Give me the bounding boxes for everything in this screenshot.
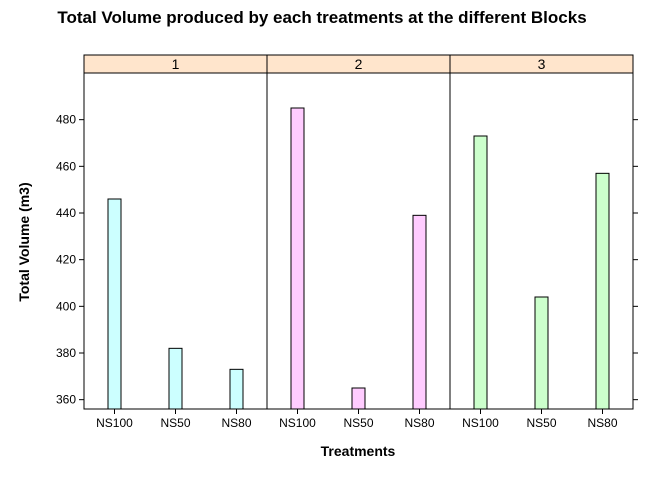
y-tick-label: 440 [56,206,76,220]
y-tick-label: 460 [56,159,76,173]
bar-panel1-ns100 [107,198,122,410]
bar-panel2-ns100 [290,107,305,410]
y-tick-label: 400 [56,299,76,313]
x-tick-label: NS50 [526,416,556,430]
bar-panel3-ns80 [595,172,610,410]
y-tick-label: 360 [56,393,76,407]
chart-title: Total Volume produced by each treatments… [57,8,586,27]
bar-panel3-ns50 [534,296,549,410]
x-tick-label: NS100 [96,416,133,430]
bar-panel2-ns50 [351,387,366,410]
x-tick-label: NS80 [587,416,617,430]
x-tick-label: NS80 [221,416,251,430]
y-tick-label: 380 [56,346,76,360]
panel-strip-label-1: 1 [172,56,180,72]
x-tick-label: NS80 [404,416,434,430]
y-tick-label: 480 [56,113,76,127]
bar-panel3-ns100 [473,135,488,410]
x-tick-label: NS50 [160,416,190,430]
y-axis-label: Total Volume (m3) [16,182,32,301]
panel-strip-label-3: 3 [538,56,546,72]
bar-panel2-ns80 [412,214,427,410]
x-axis-label: Treatments [321,443,396,459]
x-tick-label: NS100 [462,416,499,430]
panel-strip-label-2: 2 [355,56,363,72]
panel-strip-3 [449,54,634,74]
x-tick-label: NS50 [343,416,373,430]
bar-panel1-ns50 [168,347,183,410]
plot-area: 1 NS100 NS50 NS80 2 NS100 NS50 NS80 3 NS100 NS50 NS… [56,54,638,430]
bar-panel1-ns80 [229,368,244,410]
y-tick-label: 420 [56,253,76,267]
x-tick-label: NS100 [279,416,316,430]
